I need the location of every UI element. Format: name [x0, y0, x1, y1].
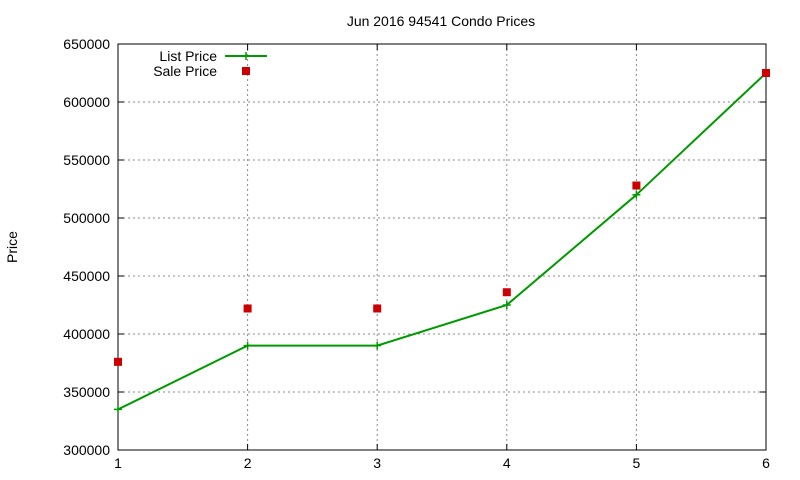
list-price-point — [632, 190, 641, 199]
y-tick-label: 500000 — [63, 210, 110, 226]
legend-label: Sale Price — [153, 63, 217, 79]
x-tick-label: 2 — [244, 455, 252, 471]
axis-ticks: 300000 350000 400000 450000 500000 550000 6000… — [63, 36, 770, 471]
chart-title: Jun 2016 94541 Condo Prices — [347, 13, 535, 29]
x-tick-label: 3 — [373, 455, 381, 471]
sale-price-point — [114, 357, 122, 366]
y-axis-label: Price — [4, 231, 20, 263]
y-tick-label: 650000 — [63, 36, 110, 52]
legend-label: List Price — [159, 48, 217, 64]
y-tick-label: 400000 — [63, 326, 110, 342]
sale-price-point — [373, 304, 382, 313]
y-tick-label: 450000 — [63, 268, 110, 284]
legend-square-marker — [242, 67, 250, 75]
sale-price-point — [502, 288, 511, 297]
plot-frame — [117, 43, 767, 451]
list-price-point — [373, 341, 382, 350]
x-tick-label: 5 — [633, 455, 641, 471]
list-price-line — [117, 72, 767, 411]
list-price-point — [243, 341, 252, 350]
x-tick-label: 4 — [503, 455, 511, 471]
sale-price-point — [243, 304, 252, 313]
grid-lines — [118, 44, 766, 450]
legend-plus-marker — [242, 52, 250, 60]
y-tick-label: 550000 — [63, 152, 110, 168]
y-tick-label: 600000 — [63, 94, 110, 110]
x-tick-label: 6 — [762, 455, 770, 471]
y-tick-label: 300000 — [63, 442, 110, 458]
sale-price-point — [762, 69, 770, 77]
list-price-point — [502, 301, 511, 309]
sale-price-point — [632, 181, 641, 190]
series-group — [114, 69, 770, 414]
list-price-point — [114, 405, 122, 414]
x-tick-label: 1 — [114, 455, 122, 471]
y-tick-label: 350000 — [63, 384, 110, 400]
